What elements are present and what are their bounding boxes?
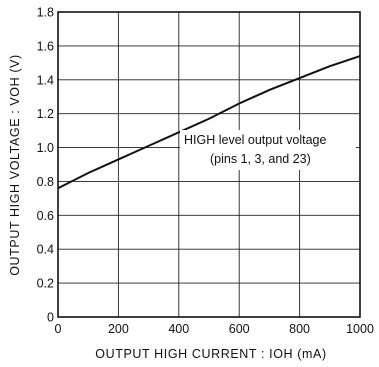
y-tick-label: 0.2 xyxy=(37,277,54,291)
x-tick-label: 200 xyxy=(108,322,129,336)
y-tick-label: 0.4 xyxy=(37,243,54,257)
annotation-background xyxy=(180,130,356,170)
x-tick-label: 0 xyxy=(55,322,62,336)
x-axis-title: OUTPUT HIGH CURRENT : IOH (mA) xyxy=(95,347,326,361)
y-tick-label: 0.8 xyxy=(37,175,54,189)
y-tick-label: 1.0 xyxy=(37,141,54,155)
x-tick-label: 800 xyxy=(289,322,310,336)
annotation-line-1: HIGH level output voltage xyxy=(184,133,326,147)
y-tick-label: 0.6 xyxy=(37,209,54,223)
y-tick-label: 1.6 xyxy=(37,39,54,53)
y-tick-label: 1.8 xyxy=(37,6,54,20)
x-tick-label: 400 xyxy=(168,322,189,336)
y-tick-label: 1.2 xyxy=(37,107,54,121)
y-tick-label: 1.4 xyxy=(37,73,54,87)
y-tick-label: 0 xyxy=(47,311,54,325)
annotation-line-2: (pins 1, 3, and 23) xyxy=(210,152,311,166)
x-tick-label: 600 xyxy=(229,322,250,336)
y-axis-title: OUTPUT HIGH VOLTAGE : VOH (V) xyxy=(8,54,22,276)
plot-frame xyxy=(57,11,361,318)
series-line xyxy=(57,55,361,190)
y-tick-labels: 0 0.2 0.4 0.6 0.8 1.0 1.2 1.4 1.6 1.8 xyxy=(37,6,54,325)
x-tick-label: 1000 xyxy=(346,322,374,336)
x-tick-labels: 0 200 400 600 800 1000 xyxy=(55,322,374,336)
